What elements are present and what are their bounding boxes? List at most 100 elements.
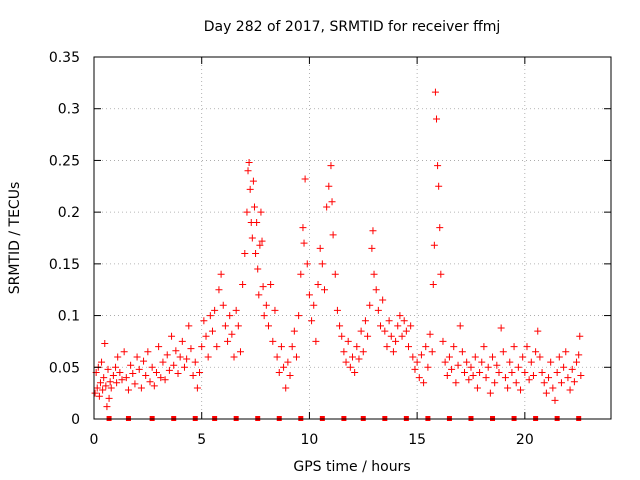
data-point (476, 368, 484, 376)
data-point (144, 348, 152, 356)
data-point (305, 291, 313, 299)
data-point (245, 158, 253, 166)
data-point (437, 270, 445, 278)
data-point (519, 353, 527, 361)
data-point (135, 365, 143, 373)
data-point (482, 374, 490, 382)
data-point (370, 270, 378, 278)
data-point (461, 368, 469, 376)
data-point (517, 386, 525, 394)
x-tick-label: 20 (516, 432, 534, 448)
data-point (340, 348, 348, 356)
data-point (185, 322, 193, 330)
data-point (570, 378, 578, 386)
data-point (379, 296, 387, 304)
data-point (523, 343, 531, 351)
data-point (400, 317, 408, 325)
data-point (486, 389, 494, 397)
data-point (463, 358, 471, 366)
data-point (215, 286, 223, 294)
data-point (557, 379, 565, 387)
data-point (249, 177, 257, 185)
data-point (344, 337, 352, 345)
data-point (553, 368, 561, 376)
data-point (320, 286, 328, 294)
data-point (431, 88, 439, 96)
data-point (422, 343, 430, 351)
y-tick-label: 0.05 (49, 360, 80, 376)
data-point (264, 322, 272, 330)
data-point (241, 250, 249, 258)
data-point (104, 365, 112, 373)
data-point (547, 358, 555, 366)
data-point (491, 379, 499, 387)
data-point (568, 365, 576, 373)
data-point (142, 372, 150, 380)
data-point (327, 162, 335, 170)
data-point (450, 343, 458, 351)
data-point (193, 384, 201, 392)
data-point (355, 355, 363, 363)
data-point (118, 376, 126, 384)
data-point (467, 363, 475, 371)
y-tick-label: 0.2 (58, 205, 80, 221)
data-point (392, 337, 400, 345)
data-point (349, 353, 356, 361)
data-point (236, 348, 244, 356)
data-point (351, 368, 359, 376)
data-point (219, 301, 227, 309)
data-point (124, 386, 132, 394)
data-point (208, 327, 216, 335)
data-point (407, 322, 415, 330)
data-point (275, 368, 283, 376)
data-point (180, 363, 188, 371)
data-point (536, 353, 544, 361)
data-point (545, 374, 553, 382)
data-point (93, 384, 101, 392)
data-point (211, 306, 219, 314)
x-axis-label: GPS time / hours (293, 459, 410, 475)
data-point (564, 374, 572, 382)
data-point (361, 317, 369, 325)
data-point (331, 270, 339, 278)
data-point (525, 376, 533, 384)
data-point (303, 260, 311, 268)
data-point (441, 358, 449, 366)
data-point (101, 339, 109, 347)
data-point (439, 337, 447, 345)
data-point (493, 361, 501, 369)
data-point (454, 361, 462, 369)
x-tick-label: 10 (301, 432, 319, 448)
data-point (333, 306, 341, 314)
data-point (114, 353, 122, 361)
data-point (562, 348, 570, 356)
data-point (146, 378, 154, 386)
data-point (105, 394, 113, 402)
data-point (253, 218, 261, 226)
axis-ticks: 0 0.05 0.1 0.15 0.2 0.25 0.3 0.35 0 5 10 15 20 (49, 50, 611, 448)
x-tick-label: 5 (197, 432, 206, 448)
data-point (234, 322, 242, 330)
data-point (292, 353, 300, 361)
data-point (377, 322, 385, 330)
data-point (213, 343, 221, 351)
data-point (102, 382, 110, 390)
data-point (374, 306, 382, 314)
data-point (204, 353, 212, 361)
data-point (103, 403, 111, 411)
data-point (413, 358, 421, 366)
data-point (255, 291, 263, 299)
data-point (282, 384, 290, 392)
data-point (259, 283, 267, 291)
data-point (113, 379, 121, 387)
x-tick-label: 15 (408, 432, 426, 448)
data-point (152, 368, 160, 376)
data-point (514, 363, 522, 371)
data-point (163, 351, 171, 359)
data-point (387, 332, 395, 340)
data-point (480, 343, 488, 351)
data-point (527, 358, 535, 366)
data-point (504, 384, 512, 392)
data-point (560, 363, 568, 371)
data-point (369, 227, 377, 235)
